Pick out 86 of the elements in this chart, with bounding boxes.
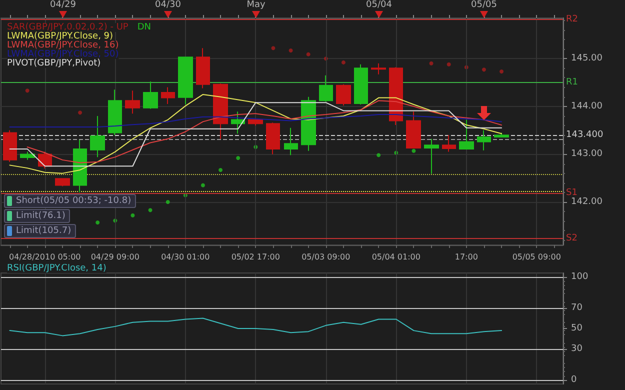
candlestick — [266, 122, 280, 155]
point — [288, 48, 293, 52]
candlestick — [284, 127, 298, 156]
candlestick — [3, 130, 17, 162]
annotation: Short(05/05 00:53; -10.8) — [16, 195, 132, 207]
ref-line-label: R2 — [566, 14, 578, 24]
text: LWMA(GBP/JPY.Close, 9) — [7, 32, 114, 42]
candlestick — [389, 66, 403, 126]
candlestick — [178, 56, 193, 105]
candlestick — [125, 90, 140, 114]
text: DN — [137, 22, 152, 32]
y-tick-label: 145.00 — [571, 54, 603, 64]
candlestick — [442, 134, 456, 152]
point — [78, 110, 82, 115]
point — [130, 213, 135, 218]
candlestick — [248, 118, 263, 126]
text: LWMA(GBP/JPY.Close, 50) — [7, 50, 119, 60]
point — [148, 208, 152, 212]
candlestick — [90, 115, 105, 158]
candlestick — [494, 132, 509, 138]
ref-line-label: S1 — [566, 188, 578, 198]
ref-line-label: S2 — [566, 233, 578, 244]
x-tick-label: 04/30 01:00 — [161, 252, 210, 262]
y-tick-label: 50 — [571, 324, 583, 334]
line-series — [9, 318, 502, 336]
point — [446, 62, 451, 66]
candlestick — [354, 64, 368, 105]
text: 04/30 — [155, 0, 181, 11]
point — [236, 156, 240, 160]
text: SAR(GBP/JPY,0.02,0.2) - UP — [7, 22, 129, 32]
candlestick — [319, 74, 333, 102]
text: 05/04 — [366, 0, 392, 11]
text: PIVOT(GBP/JPY,Pivot) — [7, 58, 101, 68]
ref-line-label: R1 — [566, 78, 578, 88]
y-tick-label: 100 — [571, 272, 588, 282]
text: 05/05 — [471, 0, 497, 11]
point — [482, 68, 486, 72]
point — [200, 183, 205, 188]
candlestick — [424, 138, 439, 174]
text: 04/29 — [50, 0, 76, 11]
point — [341, 60, 346, 64]
candlestick — [301, 96, 316, 152]
candlestick — [143, 81, 158, 110]
candlestick — [231, 111, 245, 134]
annotation: Limit(105.7) — [16, 225, 72, 237]
x-tick-label: 17:00 — [454, 252, 478, 262]
point — [271, 46, 276, 50]
point — [412, 148, 416, 153]
candlestick — [336, 84, 351, 106]
candlestick — [20, 151, 35, 160]
point — [166, 200, 170, 204]
point — [25, 88, 30, 93]
y-tick-label: 143.00 — [571, 149, 603, 160]
point — [376, 153, 381, 158]
x-tick-label: 04/28/2010 05:00 — [9, 252, 81, 262]
point — [96, 220, 100, 225]
x-tick-label: 05/05 09:00 — [512, 252, 561, 262]
candlestick — [371, 62, 386, 75]
candlestick — [73, 139, 87, 193]
point — [429, 61, 434, 66]
candlestick — [459, 119, 474, 150]
x-tick-label: 04/29 09:00 — [90, 252, 140, 262]
annotation: Limit(76.1) — [16, 210, 66, 222]
line-series — [9, 94, 502, 174]
text: RSI(GBP/JPY.Close, 14) — [7, 264, 106, 274]
x-tick-label: 05/02 17:00 — [231, 252, 280, 262]
y-tick-label: 0 — [571, 374, 577, 385]
candlestick — [477, 130, 491, 151]
candlestick — [108, 89, 122, 136]
candlestick — [213, 82, 228, 140]
y-tick-label: 144.00 — [571, 101, 603, 112]
x-tick-label: 05/04 01:00 — [372, 252, 420, 262]
point — [218, 168, 223, 172]
point — [306, 52, 310, 56]
y-tick-label: 30 — [571, 344, 583, 354]
candlestick — [55, 178, 70, 187]
text: LWMA(GBP/JPY.Close, 16) — [7, 40, 119, 50]
y-tick-label: 70 — [571, 302, 583, 313]
ref-line-label: 143.400 — [566, 130, 604, 140]
x-tick-label: 05/03 09:00 — [302, 252, 350, 262]
text: May — [246, 0, 266, 11]
candlestick — [161, 86, 175, 105]
candlestick — [406, 111, 421, 149]
y-tick-label: 142.00 — [571, 196, 603, 207]
point — [500, 70, 504, 74]
candlestick — [196, 48, 210, 89]
